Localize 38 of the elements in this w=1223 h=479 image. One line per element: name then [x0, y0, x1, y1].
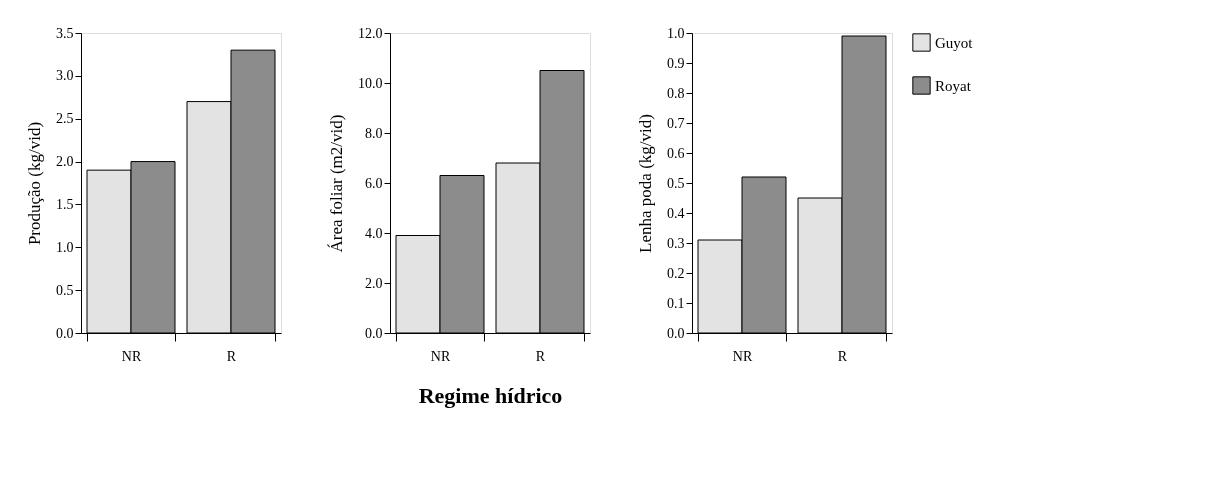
x-tick-label: R [226, 348, 237, 364]
y-tick-label: 8.0 [365, 125, 383, 141]
y-tick-label: 0.6 [667, 145, 685, 161]
y-tick-label: 0.2 [667, 265, 685, 281]
y-tick-label: 1.0 [667, 25, 685, 41]
y-tick-label: 2.5 [56, 111, 74, 127]
y-tick-label: 0.8 [667, 85, 685, 101]
y-tick-label: 2.0 [56, 154, 74, 170]
y-tick-label: 0.0 [56, 325, 74, 341]
x-tick-label: NR [732, 348, 753, 364]
y-tick-label: 0.0 [667, 325, 685, 341]
y-tick-label: 2.0 [365, 275, 383, 291]
y-tick-label: 0.4 [667, 205, 685, 221]
x-tick-label: NR [430, 348, 451, 364]
y-tick-label: 10.0 [358, 75, 383, 91]
y-tick-label: 3.0 [56, 68, 74, 84]
y-axis-title: Produção (kg/vid) [25, 121, 44, 246]
y-tick-label: 1.0 [56, 239, 74, 255]
y-tick-label: 0.3 [667, 235, 685, 251]
y-tick-label: 0.5 [667, 175, 685, 191]
y-tick-label: 3.5 [56, 25, 74, 41]
y-tick-label: 0.5 [56, 282, 74, 298]
y-axis-title: Lenha poda (kg/vid) [636, 114, 655, 253]
y-tick-label: 12.0 [358, 25, 383, 41]
y-tick-label: 0.7 [667, 115, 685, 131]
legend-label: Guyot [935, 34, 974, 51]
y-tick-label: 0.9 [667, 55, 685, 71]
legend-label: Royat [935, 77, 972, 94]
x-axis-title: Regime hídrico [418, 382, 563, 408]
y-tick-label: 0.1 [667, 295, 685, 311]
y-axis-title: Área foliar (m2/vid) [327, 114, 346, 253]
x-tick-label: R [837, 348, 848, 364]
y-tick-label: 1.5 [56, 196, 74, 212]
x-tick-label: R [535, 348, 546, 364]
x-tick-label: NR [121, 348, 142, 364]
y-tick-label: 4.0 [365, 225, 383, 241]
y-tick-label: 0.0 [365, 325, 383, 341]
y-tick-label: 6.0 [365, 175, 383, 191]
